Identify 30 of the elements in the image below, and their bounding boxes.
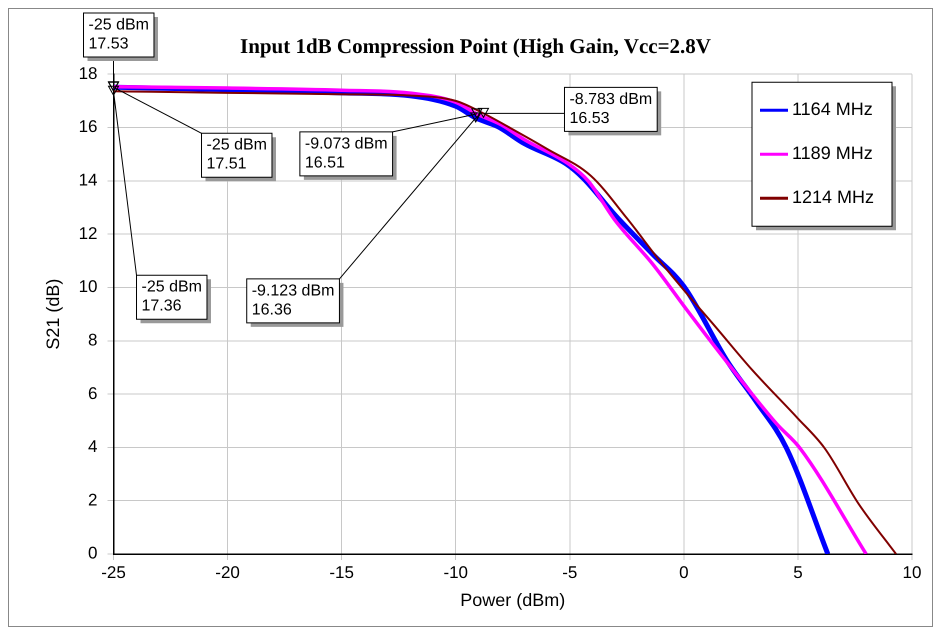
chart-title: Input 1dB Compression Point (High Gain, Vcc=2.8V <box>240 34 711 58</box>
x-tick-label: 10 <box>902 562 922 582</box>
annotation: -25 dBm 17.53 <box>88 16 149 52</box>
y-tick-label: 14 <box>78 170 98 190</box>
x-tick-label: 5 <box>793 562 803 582</box>
y-tick-label: 2 <box>88 490 98 510</box>
y-tick-label: 8 <box>88 330 98 350</box>
x-tick-label: -20 <box>215 562 240 582</box>
legend-label: 1164 MHz <box>792 99 873 120</box>
y-tick-label: 4 <box>88 437 98 456</box>
y-tick-label: 16 <box>78 117 98 136</box>
x-tick-label: -25 <box>101 562 126 582</box>
annotation: -25 dBm 17.36 <box>142 278 202 315</box>
legend-label: 1214 MHz <box>792 187 874 208</box>
x-tick-label: -10 <box>443 562 468 582</box>
annotation: -9.073 dBm 16.51 <box>304 135 388 172</box>
annotation: -8.783 dBm 16.53 <box>569 90 652 127</box>
x-tick-label: -15 <box>329 562 354 582</box>
y-tick-label: 0 <box>88 544 98 563</box>
y-tick-label: 12 <box>78 224 98 243</box>
x-axis-title: Power (dBm) <box>460 590 566 610</box>
x-tick-label: 0 <box>679 562 689 582</box>
legend-label: 1189 MHz <box>792 143 873 164</box>
y-tick-label: 6 <box>88 384 98 403</box>
y-tick-label: 10 <box>78 277 98 296</box>
annotation: -9.123 dBm 16.36 <box>252 282 334 318</box>
y-axis-title: S21 (dB) <box>42 278 63 350</box>
y-tick-label: 18 <box>78 64 98 83</box>
x-tick-label: -5 <box>562 562 578 582</box>
annotation: -25 dBm 17.51 <box>206 136 267 173</box>
